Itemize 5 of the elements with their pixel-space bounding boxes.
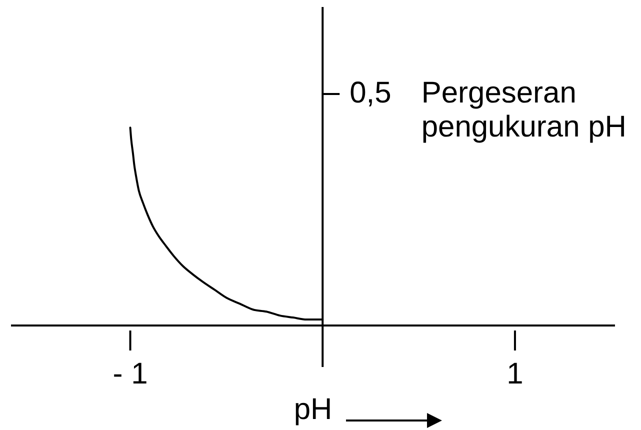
y-axis-title: Pergeseran pengukuran pH: [421, 76, 626, 144]
x-tick-label: 1: [506, 357, 524, 390]
x-axis-title: pH: [294, 393, 332, 426]
text: 0,5: [350, 76, 392, 110]
x-tick-label: - 1: [112, 357, 148, 390]
